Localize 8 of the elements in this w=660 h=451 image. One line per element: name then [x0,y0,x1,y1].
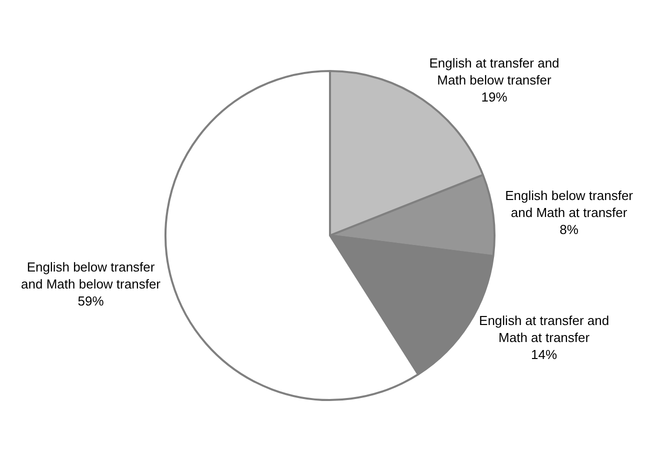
data-label: 19% [481,90,508,105]
slice-label: English below transfer and Math below transfer [21,259,162,292]
slice-label: English at transfer and Math below transfer [429,56,560,88]
data-label: 14% [531,347,558,362]
data-label: 59% [78,293,104,308]
slice-label: English at transfer and Math at transfer [479,313,610,346]
slice-label: English below transfer and Math at transfer [505,188,634,220]
data-label: 8% [560,222,579,237]
